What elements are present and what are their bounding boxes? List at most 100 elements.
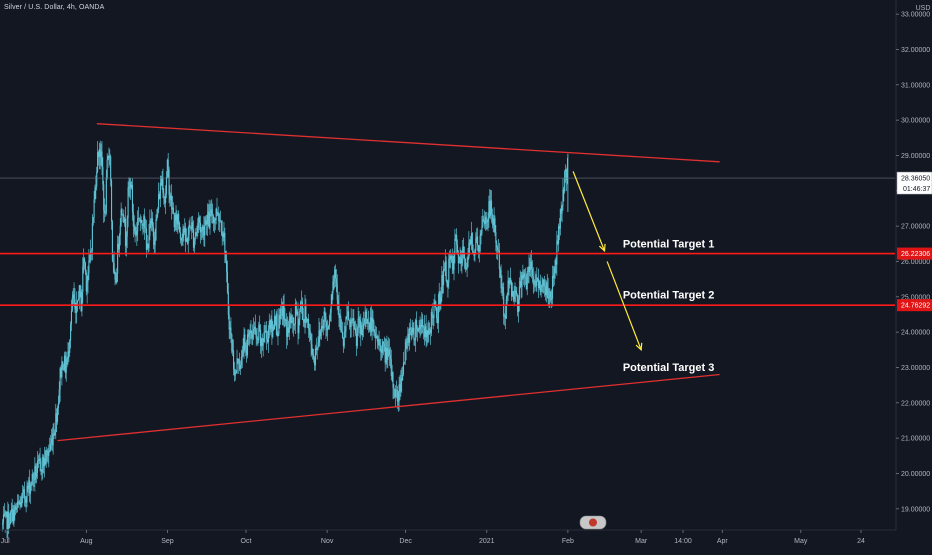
label-potential-target-3[interactable]: Potential Target 3 <box>623 362 714 374</box>
time-tick-label: Sep <box>161 538 174 545</box>
candle-body <box>178 213 180 223</box>
candle-body <box>186 238 188 244</box>
candle-body <box>551 298 553 301</box>
candle-body <box>550 291 552 301</box>
candle-body <box>209 213 211 228</box>
candle-body <box>464 258 466 268</box>
candle-body <box>210 209 212 214</box>
candle-body <box>491 213 493 222</box>
candle-body <box>445 261 447 281</box>
candle-body <box>36 472 38 478</box>
candle-body <box>470 239 472 245</box>
upper-trendline[interactable] <box>96 123 720 163</box>
candle-body <box>323 311 325 329</box>
candle-body <box>192 222 194 230</box>
candle-body <box>56 413 58 423</box>
candle-body <box>385 347 387 363</box>
candle-body <box>560 208 562 214</box>
candle-body <box>79 285 81 293</box>
candle-body <box>484 216 486 225</box>
candle-body <box>32 473 34 479</box>
candle-body <box>36 460 39 473</box>
label-potential-target-2[interactable]: Potential Target 2 <box>623 290 714 302</box>
candle-body <box>394 389 396 397</box>
price-tick-label: 22.00000 <box>901 400 930 407</box>
candle-body <box>280 308 283 310</box>
candle-body <box>505 298 507 319</box>
arrow-to-target-3[interactable] <box>606 261 642 351</box>
candle-body <box>59 368 61 390</box>
candle-body <box>519 281 521 287</box>
candle-body <box>532 276 534 285</box>
time-tick-label: 2021 <box>479 538 495 545</box>
candle-body <box>67 351 69 359</box>
candle-body <box>388 349 390 350</box>
candle-body <box>368 322 370 324</box>
candle-body <box>266 330 268 339</box>
candle-body <box>239 364 242 369</box>
candle-body <box>510 281 513 297</box>
candle-body <box>162 177 164 193</box>
candle-body <box>530 261 532 270</box>
candle-body <box>374 332 376 334</box>
candle-body <box>208 211 210 228</box>
candle-body <box>472 251 474 254</box>
candle-body <box>238 359 240 365</box>
candle-body <box>43 458 45 467</box>
candle-body <box>116 273 118 283</box>
candle-body <box>319 330 321 337</box>
candle-body <box>277 334 279 337</box>
candle-body <box>361 325 363 336</box>
arrow-to-target-1[interactable] <box>572 171 606 252</box>
candle-body <box>420 324 422 327</box>
candle-body <box>539 281 541 292</box>
candle-body <box>395 390 397 397</box>
candle-body <box>199 222 201 233</box>
candle-body <box>486 221 488 223</box>
candle-body <box>128 187 130 189</box>
candle-body <box>220 221 222 232</box>
candle-body <box>226 271 229 293</box>
candle-body <box>154 240 156 246</box>
candle-body <box>253 326 256 329</box>
candle-body <box>527 271 529 272</box>
candle-body <box>324 311 326 317</box>
candle-body <box>100 151 102 158</box>
candle-body <box>24 498 26 500</box>
candle-body <box>534 280 536 282</box>
candle-body <box>63 355 66 370</box>
candle-body <box>258 324 260 341</box>
candle-body <box>137 218 139 232</box>
candle-body <box>168 169 170 195</box>
candle-body <box>191 222 193 230</box>
candle-body <box>131 184 134 213</box>
symbol-header[interactable]: Silver / U.S. Dollar, 4h, OANDA <box>4 4 105 11</box>
candle-body <box>345 316 347 332</box>
candle-body <box>16 507 18 510</box>
candle-body <box>229 327 231 330</box>
candle-body <box>430 311 432 334</box>
candle-body <box>540 287 542 292</box>
candle-body <box>166 159 168 177</box>
candle-body <box>483 220 486 225</box>
candle-body <box>508 280 510 284</box>
candle-body <box>149 220 151 236</box>
candle-body <box>448 258 450 283</box>
candle-body <box>21 495 23 507</box>
time-tick-label: 24 <box>857 538 865 545</box>
candle-body <box>245 344 247 349</box>
label-potential-target-1[interactable]: Potential Target 1 <box>623 238 714 250</box>
lower-trendline[interactable] <box>57 373 720 442</box>
candle-body <box>271 319 273 337</box>
candle-body <box>376 336 378 342</box>
candle-body <box>320 330 322 337</box>
candle-body <box>102 167 104 185</box>
candle-body <box>90 250 93 252</box>
candle-body <box>299 310 301 320</box>
price-tick-label: 27.00000 <box>901 224 930 231</box>
candle-body <box>460 258 462 264</box>
broker-logo-icon <box>579 515 607 530</box>
candle-body <box>155 219 157 241</box>
